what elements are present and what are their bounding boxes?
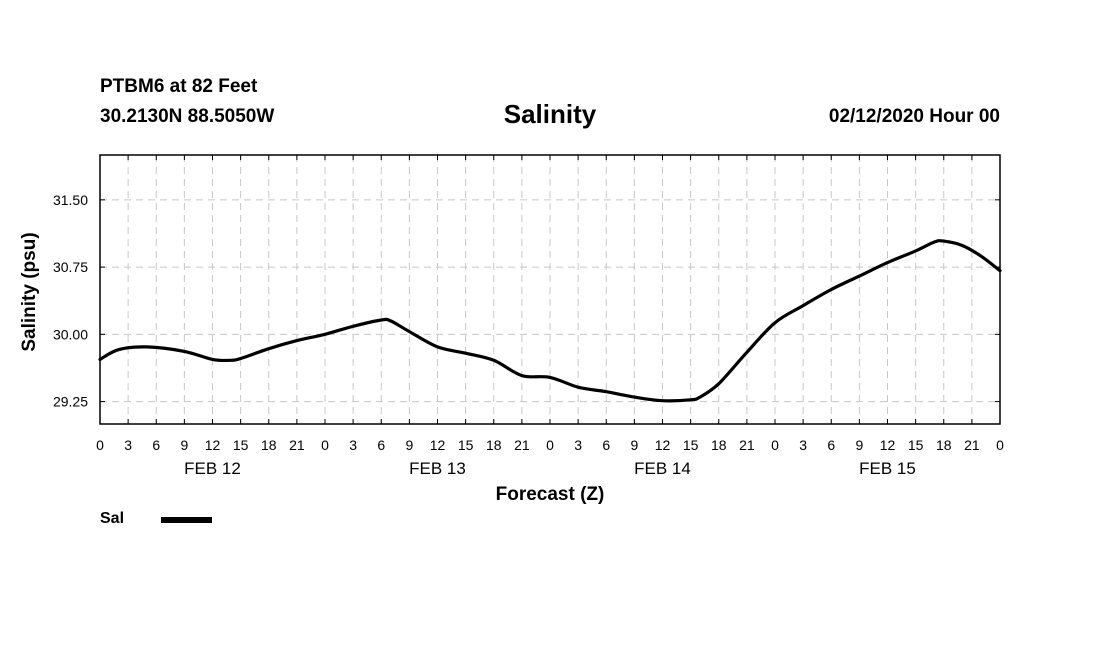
y-tick-label: 30.00 [53,326,88,342]
station-coordinates: 30.2130N 88.5050W [100,106,275,127]
x-tick-label: 6 [377,437,385,453]
x-tick-label: 18 [936,437,952,453]
x-day-label: FEB 14 [634,459,691,478]
x-tick-label: 0 [996,437,1004,453]
x-tick-label: 9 [630,437,638,453]
x-tick-label: 15 [908,437,924,453]
x-tick-label: 3 [574,437,582,453]
x-tick-label: 3 [124,437,132,453]
x-tick-label: 0 [96,437,104,453]
chart-axes: 0 3 6 9 12 15 18 21 0 3 6 9 12 15 18 21 0 3 6 9 12 15 18 21 0 3 6 9… [53,155,1004,478]
x-tick-label: 9 [405,437,413,453]
x-axis-label: Forecast (Z) [496,484,605,505]
chart-title: Salinity [503,99,597,129]
station-name: PTBM6 at 82 Feet [100,76,258,97]
x-tick-label: 0 [321,437,329,453]
x-tick-label: 21 [739,437,755,453]
x-tick-label: 0 [546,437,554,453]
legend-swatch [161,517,212,523]
chart-series [98,239,1002,403]
x-tick-label: 21 [964,437,980,453]
x-tick-label: 18 [711,437,727,453]
x-tick-label: 12 [205,437,221,453]
x-tick-label: 6 [602,437,610,453]
series-line-sal [98,239,1002,403]
x-tick-label: 15 [683,437,699,453]
x-tick-label: 21 [514,437,530,453]
x-day-label: FEB 13 [409,459,466,478]
y-tick-label: 29.25 [53,394,88,410]
y-tick-label: 30.75 [53,259,88,275]
x-day-label: FEB 15 [859,459,916,478]
x-tick-label: 6 [827,437,835,453]
x-tick-label: 12 [430,437,446,453]
x-tick-label: 3 [799,437,807,453]
x-day-label: FEB 12 [184,459,241,478]
x-tick-label: 21 [289,437,305,453]
x-tick-label: 12 [655,437,671,453]
x-tick-label: 18 [261,437,277,453]
x-tick-label: 3 [349,437,357,453]
legend-label: Sal [100,510,125,527]
x-tick-label: 15 [458,437,474,453]
x-tick-label: 6 [152,437,160,453]
x-tick-label: 18 [486,437,502,453]
x-tick-label: 9 [180,437,188,453]
y-axis-label: Salinity (psu) [19,232,40,351]
x-tick-label: 12 [880,437,896,453]
forecast-run-time: 02/12/2020 Hour 00 [828,106,1000,127]
x-tick-label: 0 [771,437,779,453]
chart-grid [100,155,1000,424]
x-tick-label: 15 [233,437,249,453]
y-tick-label: 31.50 [53,192,88,208]
x-tick-label: 9 [855,437,863,453]
